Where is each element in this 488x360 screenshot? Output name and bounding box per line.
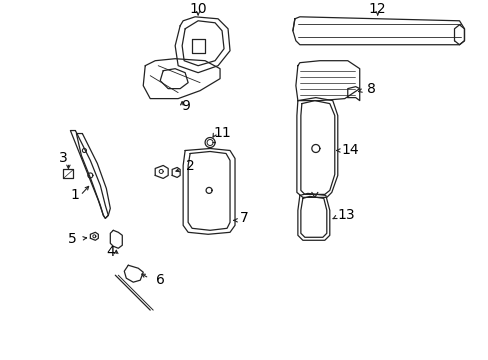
Text: 1: 1 <box>70 188 79 202</box>
Text: 5: 5 <box>68 232 77 246</box>
Text: 10: 10 <box>189 2 206 16</box>
Text: 7: 7 <box>239 211 248 225</box>
Text: 12: 12 <box>368 2 386 16</box>
Text: 11: 11 <box>213 126 230 140</box>
Text: 4: 4 <box>106 245 115 259</box>
Text: 13: 13 <box>336 208 354 222</box>
Text: 2: 2 <box>185 159 194 174</box>
Text: 9: 9 <box>181 99 189 113</box>
Text: 8: 8 <box>366 82 375 96</box>
Text: 6: 6 <box>156 273 164 287</box>
Text: 3: 3 <box>59 152 68 166</box>
Text: 14: 14 <box>340 144 358 157</box>
